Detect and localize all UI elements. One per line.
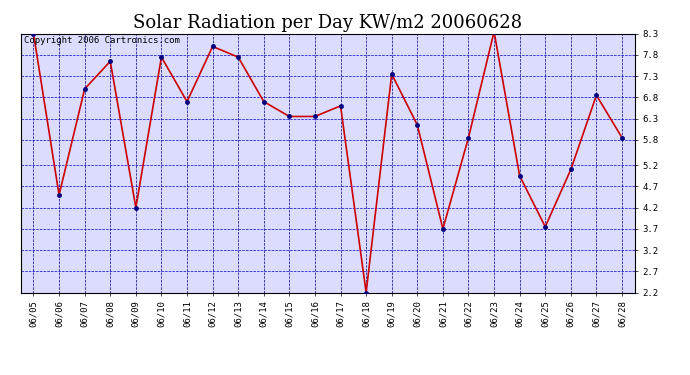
Title: Solar Radiation per Day KW/m2 20060628: Solar Radiation per Day KW/m2 20060628 xyxy=(133,14,522,32)
Text: Copyright 2006 Cartronics.com: Copyright 2006 Cartronics.com xyxy=(23,36,179,45)
